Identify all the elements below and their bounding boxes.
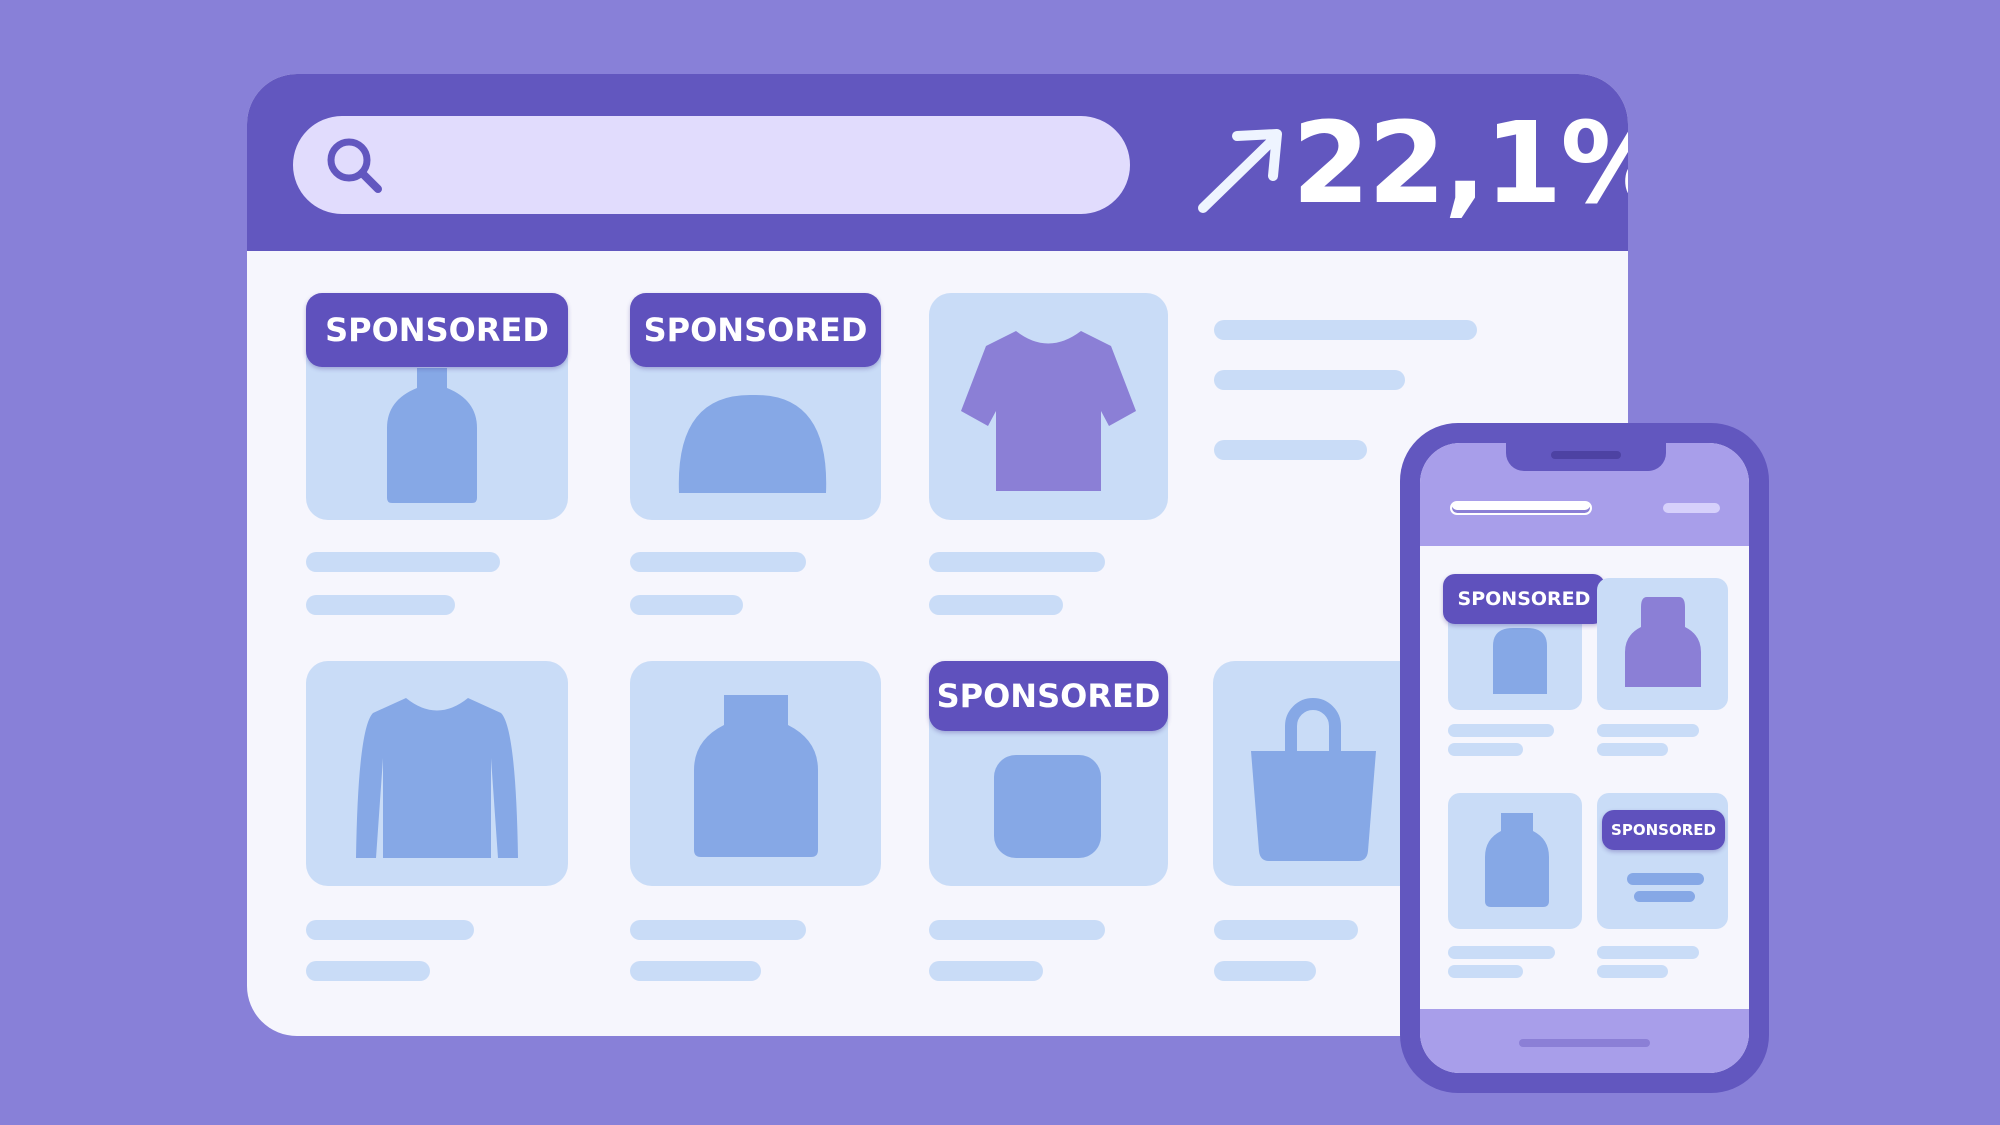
phone-screen: SPONSORED SPONSORED <box>1420 443 1749 1073</box>
text-lines-icon <box>1627 873 1704 885</box>
bottle-icon <box>694 695 818 857</box>
sponsored-badge: SPONSORED <box>1443 574 1605 624</box>
bottle-icon <box>1485 813 1549 907</box>
bottle-icon <box>387 368 477 503</box>
text-placeholder <box>306 552 500 572</box>
bottle-icon <box>1625 597 1701 687</box>
bag-icon <box>1251 698 1376 861</box>
phone-product-card[interactable] <box>1448 793 1582 929</box>
text-placeholder <box>1448 965 1523 978</box>
sponsored-badge: SPONSORED <box>306 293 568 367</box>
phone-product-card[interactable] <box>1597 578 1728 710</box>
text-placeholder <box>1214 920 1358 940</box>
sponsored-badge: SPONSORED <box>929 661 1168 731</box>
growth-stat: 22,1% <box>1292 99 1628 229</box>
search-icon <box>327 138 382 193</box>
text-placeholder <box>1597 965 1668 978</box>
text-placeholder <box>1214 440 1367 460</box>
text-placeholder <box>630 595 743 615</box>
product-card[interactable] <box>630 661 881 886</box>
phone-notch <box>1506 443 1666 471</box>
text-placeholder <box>630 961 761 981</box>
text-placeholder <box>929 961 1043 981</box>
text-placeholder <box>1597 946 1699 959</box>
text-placeholder <box>1448 743 1523 756</box>
phone-menu-bar <box>1663 503 1720 513</box>
text-placeholder <box>630 920 806 940</box>
text-placeholder <box>306 595 455 615</box>
text-placeholder <box>1597 743 1668 756</box>
cap-icon <box>678 394 827 493</box>
text-placeholder <box>306 961 430 981</box>
text-placeholder <box>929 595 1063 615</box>
text-placeholder <box>1597 724 1699 737</box>
text-lines-icon <box>1634 891 1695 902</box>
text-placeholder <box>630 552 806 572</box>
text-placeholder <box>1214 961 1316 981</box>
browser-header: 22,1% <box>247 74 1628 251</box>
search-input[interactable] <box>293 116 1130 214</box>
phone-speaker <box>1551 451 1621 459</box>
product-card[interactable] <box>929 293 1168 520</box>
box-icon <box>994 755 1101 858</box>
phone-mockup: SPONSORED SPONSORED <box>1400 423 1769 1093</box>
phone-search-bar[interactable] <box>1450 501 1592 515</box>
tshirt-icon <box>961 331 1136 491</box>
bottle-icon <box>1493 628 1547 694</box>
sponsored-badge: SPONSORED <box>1602 810 1725 850</box>
text-placeholder <box>1214 320 1477 340</box>
text-placeholder <box>306 920 474 940</box>
phone-footer <box>1420 1009 1749 1073</box>
trend-up-arrow-icon <box>1197 124 1287 214</box>
product-card[interactable] <box>306 661 568 886</box>
home-indicator[interactable] <box>1519 1039 1650 1047</box>
text-placeholder <box>1448 946 1555 959</box>
text-placeholder <box>929 552 1105 572</box>
text-placeholder <box>1448 724 1554 737</box>
sponsored-badge: SPONSORED <box>630 293 881 367</box>
text-placeholder <box>929 920 1105 940</box>
text-placeholder <box>1214 370 1405 390</box>
browser-window: 22,1% SPONSORED SPONSORED SPONSORED <box>247 74 1628 1036</box>
sweater-icon <box>356 698 518 858</box>
